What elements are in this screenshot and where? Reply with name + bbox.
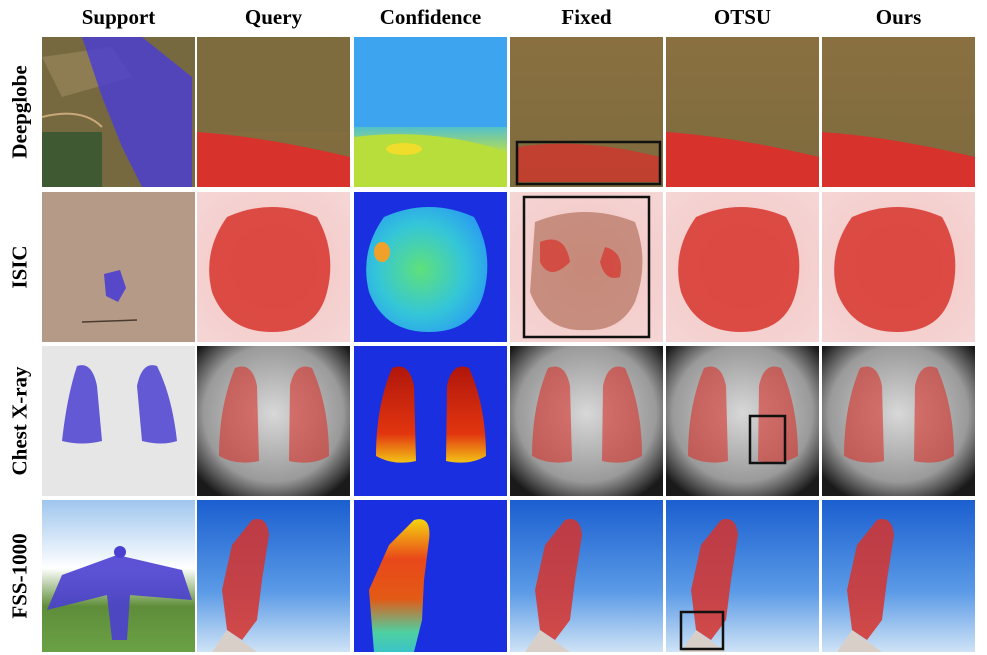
column-header-fixed: Fixed bbox=[561, 5, 612, 29]
row-label-isic: ISIC bbox=[7, 245, 32, 289]
row-label-deepglobe: Deepglobe bbox=[7, 65, 32, 159]
cell-deepglobe-query bbox=[197, 37, 350, 187]
cell-chest-xray-support bbox=[42, 346, 195, 496]
cell-chest-xray-query bbox=[197, 346, 350, 496]
cell-chest-xray-confidence bbox=[354, 346, 507, 496]
cell-deepglobe-ours bbox=[822, 37, 975, 187]
cell-fss1000-confidence bbox=[354, 500, 507, 652]
cell-fss1000-support bbox=[42, 500, 195, 652]
cell-isic-ours bbox=[822, 192, 975, 342]
cell-isic-otsu bbox=[666, 192, 819, 342]
cell-isic-support bbox=[42, 192, 195, 342]
cell-isic-query bbox=[197, 192, 350, 342]
cell-deepglobe-otsu bbox=[666, 37, 819, 187]
column-header-support: Support bbox=[81, 5, 156, 29]
column-header-otsu: OTSU bbox=[713, 5, 772, 29]
cell-deepglobe-support bbox=[42, 37, 195, 187]
cell-chest-xray-otsu bbox=[666, 346, 819, 496]
cell-chest-xray-fixed bbox=[510, 346, 663, 496]
cell-deepglobe-fixed bbox=[510, 37, 663, 187]
cell-fss1000-otsu bbox=[666, 500, 819, 652]
cell-deepglobe-confidence bbox=[354, 37, 507, 187]
row-label-fss1000: FSS-1000 bbox=[7, 533, 32, 619]
cell-chest-xray-ours bbox=[822, 346, 975, 496]
cell-fss1000-ours bbox=[822, 500, 975, 652]
cell-isic-confidence bbox=[354, 192, 507, 342]
column-header-query: Query bbox=[244, 5, 303, 29]
row-label-chest-xray: Chest X-ray bbox=[7, 366, 32, 476]
cell-fss1000-fixed bbox=[510, 500, 663, 652]
column-header-confidence: Confidence bbox=[379, 5, 482, 29]
column-header-ours: Ours bbox=[875, 5, 922, 29]
cell-fss1000-query bbox=[197, 500, 350, 652]
cell-isic-fixed bbox=[510, 192, 663, 342]
